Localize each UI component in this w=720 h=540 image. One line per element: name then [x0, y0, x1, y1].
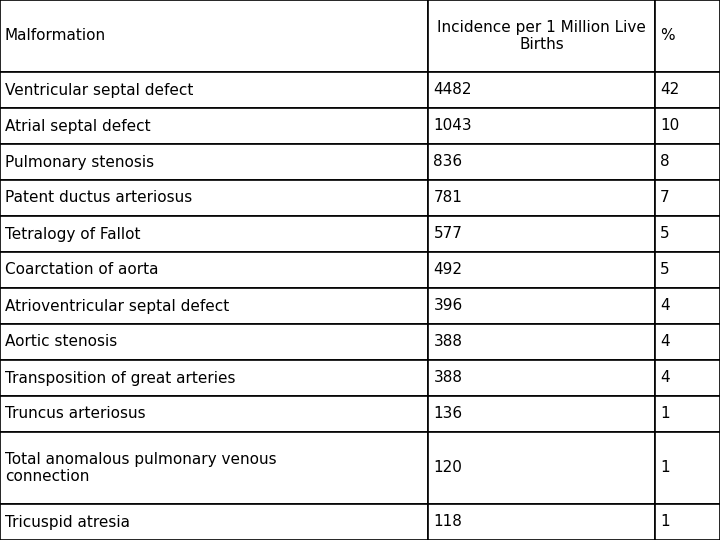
- Text: 4: 4: [660, 334, 670, 349]
- Bar: [0, 360, 428, 396]
- Text: 4: 4: [660, 299, 670, 314]
- Bar: [0, 108, 428, 144]
- Bar: [655, 180, 720, 216]
- Bar: [655, 0, 720, 72]
- Text: 1: 1: [660, 461, 670, 476]
- Text: 5: 5: [660, 262, 670, 278]
- Text: 836: 836: [433, 154, 462, 170]
- Text: 10: 10: [660, 118, 680, 133]
- Text: 492: 492: [433, 262, 462, 278]
- Bar: [428, 504, 655, 540]
- Bar: [655, 216, 720, 252]
- Bar: [428, 324, 655, 360]
- Text: Tricuspid atresia: Tricuspid atresia: [5, 515, 130, 530]
- Bar: [0, 144, 428, 180]
- Bar: [428, 396, 655, 432]
- Text: 4: 4: [660, 370, 670, 386]
- Bar: [655, 396, 720, 432]
- Bar: [0, 504, 428, 540]
- Bar: [428, 360, 655, 396]
- Text: Coarctation of aorta: Coarctation of aorta: [5, 262, 158, 278]
- Text: Transposition of great arteries: Transposition of great arteries: [5, 370, 235, 386]
- Text: Tetralogy of Fallot: Tetralogy of Fallot: [5, 226, 140, 241]
- Bar: [655, 288, 720, 324]
- Bar: [428, 432, 655, 504]
- Text: Ventricular septal defect: Ventricular septal defect: [5, 83, 194, 98]
- Text: 5: 5: [660, 226, 670, 241]
- Bar: [655, 360, 720, 396]
- Bar: [0, 72, 428, 108]
- Bar: [428, 180, 655, 216]
- Text: Aortic stenosis: Aortic stenosis: [5, 334, 117, 349]
- Text: Incidence per 1 Million Live
Births: Incidence per 1 Million Live Births: [437, 20, 647, 52]
- Bar: [0, 288, 428, 324]
- Bar: [655, 432, 720, 504]
- Text: 136: 136: [433, 407, 462, 422]
- Text: 1043: 1043: [433, 118, 472, 133]
- Bar: [428, 72, 655, 108]
- Text: Atrioventricular septal defect: Atrioventricular septal defect: [5, 299, 229, 314]
- Text: 396: 396: [433, 299, 463, 314]
- Bar: [428, 144, 655, 180]
- Bar: [428, 252, 655, 288]
- Text: 118: 118: [433, 515, 462, 530]
- Text: 8: 8: [660, 154, 670, 170]
- Text: Truncus arteriosus: Truncus arteriosus: [5, 407, 145, 422]
- Text: Malformation: Malformation: [5, 29, 106, 44]
- Text: 4482: 4482: [433, 83, 472, 98]
- Bar: [428, 108, 655, 144]
- Bar: [0, 0, 428, 72]
- Bar: [0, 324, 428, 360]
- Bar: [428, 288, 655, 324]
- Text: %: %: [660, 29, 675, 44]
- Bar: [0, 180, 428, 216]
- Text: 577: 577: [433, 226, 462, 241]
- Text: 1: 1: [660, 515, 670, 530]
- Bar: [655, 324, 720, 360]
- Text: Patent ductus arteriosus: Patent ductus arteriosus: [5, 191, 192, 206]
- Text: 388: 388: [433, 370, 462, 386]
- Bar: [655, 72, 720, 108]
- Bar: [0, 396, 428, 432]
- Text: 781: 781: [433, 191, 462, 206]
- Text: Total anomalous pulmonary venous
connection: Total anomalous pulmonary venous connect…: [5, 452, 276, 484]
- Bar: [0, 252, 428, 288]
- Text: 1: 1: [660, 407, 670, 422]
- Bar: [655, 252, 720, 288]
- Text: 42: 42: [660, 83, 680, 98]
- Bar: [428, 0, 655, 72]
- Bar: [655, 504, 720, 540]
- Text: Pulmonary stenosis: Pulmonary stenosis: [5, 154, 154, 170]
- Bar: [655, 108, 720, 144]
- Text: Atrial septal defect: Atrial septal defect: [5, 118, 150, 133]
- Bar: [428, 216, 655, 252]
- Bar: [655, 144, 720, 180]
- Text: 120: 120: [433, 461, 462, 476]
- Text: 388: 388: [433, 334, 462, 349]
- Bar: [0, 432, 428, 504]
- Bar: [0, 216, 428, 252]
- Text: 7: 7: [660, 191, 670, 206]
